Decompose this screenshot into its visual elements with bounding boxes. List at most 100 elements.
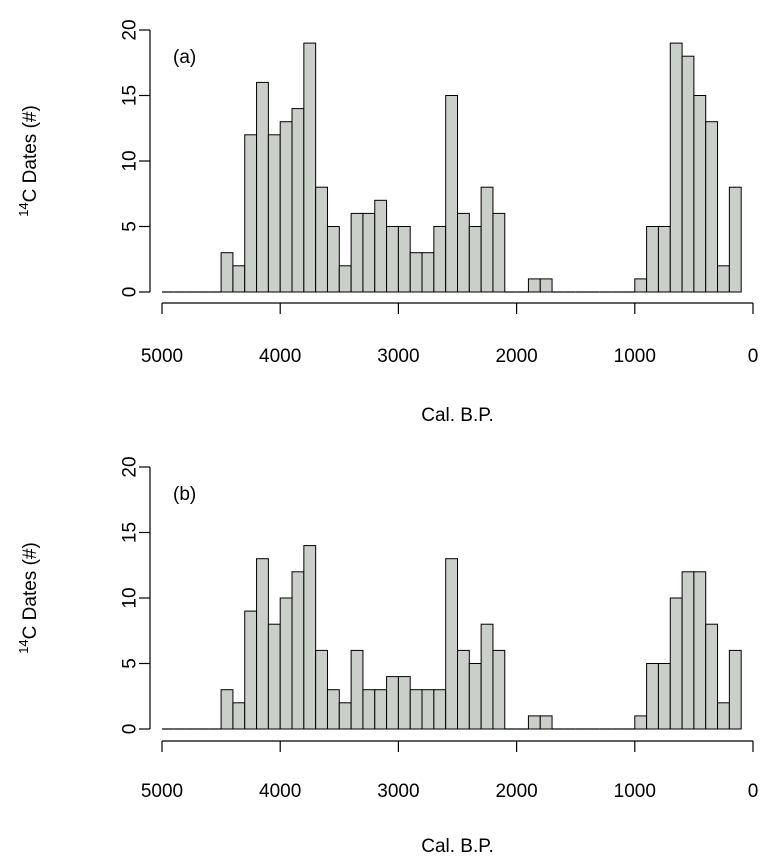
x-tick-label: 1000 xyxy=(614,781,656,802)
histogram-bar xyxy=(326,689,340,730)
y-axis-title-text: C Dates (#) xyxy=(20,105,41,202)
histogram-bar xyxy=(646,226,659,293)
y-tick-label: 10 xyxy=(120,150,141,171)
panel-a: 5000 4000 3000 2000 1000 0 Cal. B.P. 0 5 10 15 20 14… xyxy=(16,19,759,426)
histogram-bar xyxy=(492,212,506,293)
y-tick-label: 0 xyxy=(120,287,141,298)
panel-b: 5000 4000 3000 2000 1000 0 Cal. B.P. 0 5 10 15 20 14… xyxy=(16,456,759,857)
histogram-bar xyxy=(693,95,707,293)
y-axis-title: 14C Dates (#) xyxy=(16,105,41,217)
histogram-bar xyxy=(362,689,376,730)
histogram-bar xyxy=(433,226,447,293)
histogram-bar xyxy=(539,715,553,730)
x-tick-label: 0 xyxy=(748,346,759,367)
histogram-bar xyxy=(669,42,683,293)
histogram-bar xyxy=(315,649,328,730)
x-axis-title: Cal. B.P. xyxy=(421,405,494,426)
histogram-bar xyxy=(669,597,683,730)
histogram-bar xyxy=(232,702,246,730)
x-tick-label: 3000 xyxy=(377,346,419,367)
x-tick-label: 3000 xyxy=(377,781,419,802)
y-tick-label: 5 xyxy=(120,658,141,669)
histogram-bar xyxy=(350,649,364,730)
x-tick-label: 4000 xyxy=(259,346,301,367)
histogram-bar xyxy=(409,252,423,293)
histogram-bar xyxy=(457,649,470,730)
y-axis-title-text: C Dates (#) xyxy=(20,542,41,639)
x-tick-label: 0 xyxy=(748,781,759,802)
y-tick-label: 10 xyxy=(120,587,141,608)
y-tick-label: 15 xyxy=(120,85,141,106)
y-tick-label: 0 xyxy=(120,724,141,735)
histogram-bar xyxy=(220,689,234,730)
histogram-bar xyxy=(705,121,719,293)
x-tick-label: 4000 xyxy=(259,781,301,802)
histogram-bar xyxy=(457,212,470,293)
histogram-bar xyxy=(267,623,281,730)
histogram-bar xyxy=(717,702,730,730)
histogram-bar xyxy=(291,108,305,293)
x-tick-label: 5000 xyxy=(141,781,183,802)
y-axis-title-superscript: 14 xyxy=(16,202,31,216)
histogram-bar xyxy=(338,265,352,293)
histogram-bar xyxy=(433,689,447,730)
x-tick-label: 2000 xyxy=(495,781,537,802)
histogram-bar xyxy=(657,663,671,730)
histogram-bar xyxy=(657,226,671,293)
x-axis-title: Cal. B.P. xyxy=(421,836,494,857)
histogram-bar xyxy=(244,610,258,730)
histogram-bar xyxy=(374,689,388,730)
x-tick-label: 5000 xyxy=(141,346,183,367)
histogram-bar xyxy=(539,278,553,293)
histogram-bar xyxy=(267,134,281,293)
histogram-bar xyxy=(646,663,659,730)
histogram-bar xyxy=(492,649,506,730)
histogram-bar xyxy=(374,199,388,293)
histogram-bar xyxy=(693,571,707,730)
histogram-bar xyxy=(527,715,541,730)
histogram-bar xyxy=(728,186,742,293)
y-tick-label: 5 xyxy=(120,221,141,232)
x-tick-label: 1000 xyxy=(614,346,656,367)
histogram-bar xyxy=(386,676,399,730)
histogram-bar xyxy=(421,252,435,293)
histogram-bar xyxy=(409,689,423,730)
y-tick-label: 20 xyxy=(120,456,141,477)
histogram-bar xyxy=(445,558,458,730)
histogram-bar xyxy=(634,278,648,293)
histogram-bar xyxy=(279,121,293,293)
histogram-bar xyxy=(279,597,293,730)
histogram-bar xyxy=(350,212,364,293)
panel-label: (b) xyxy=(173,484,196,505)
histogram-bar xyxy=(303,545,317,730)
panel-label: (a) xyxy=(173,47,196,68)
histogram-bar xyxy=(480,186,494,293)
histogram-bar xyxy=(397,226,411,293)
histogram-bar xyxy=(232,265,246,293)
histogram-bar xyxy=(681,55,695,293)
histogram-bar xyxy=(326,226,340,293)
histogram-bar xyxy=(705,623,719,730)
histogram-bar xyxy=(468,663,482,730)
histogram-bar xyxy=(386,226,399,293)
histogram-bar xyxy=(445,95,458,293)
histogram-bar xyxy=(421,689,435,730)
histogram-bar xyxy=(362,212,376,293)
y-tick-label: 20 xyxy=(120,19,141,40)
histogram-bar xyxy=(244,134,258,293)
histogram-bar xyxy=(717,265,730,293)
histogram-bar xyxy=(527,278,541,293)
histogram-bar xyxy=(220,252,234,293)
y-tick-label: 15 xyxy=(120,522,141,543)
histogram-bar xyxy=(397,676,411,730)
histogram-bar xyxy=(681,571,695,730)
histogram-bar xyxy=(256,81,269,293)
histogram-bar xyxy=(303,42,317,293)
histogram-bar xyxy=(634,715,648,730)
x-tick-label: 2000 xyxy=(495,346,537,367)
y-axis-title: 14C Dates (#) xyxy=(16,542,41,654)
histogram-bar xyxy=(480,623,494,730)
histogram-bar xyxy=(468,226,482,293)
histogram-bar xyxy=(728,649,742,730)
